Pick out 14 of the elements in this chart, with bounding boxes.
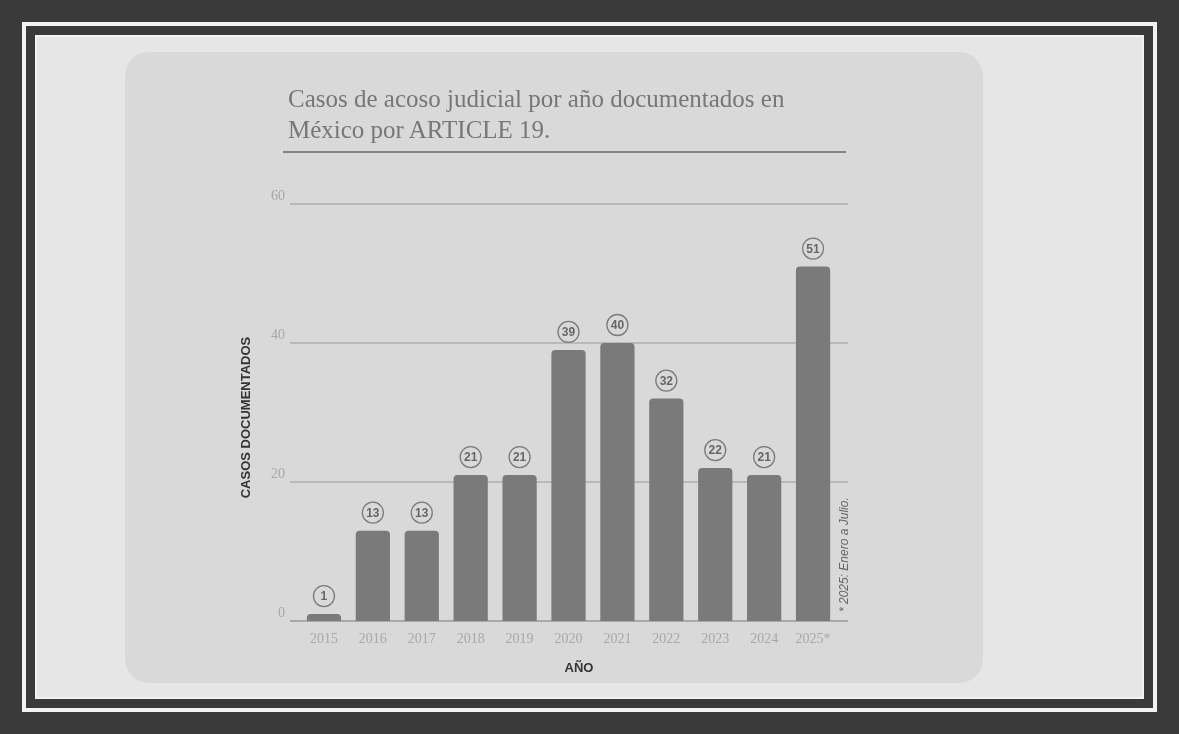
data-label: 40 [610, 318, 625, 333]
x-axis-title: AÑO [564, 660, 594, 675]
data-label: 13 [366, 505, 380, 520]
chart-title: Casos de acoso judicial por año documentados en México por ARTICLE 19. [288, 85, 785, 143]
data-label: 22 [708, 443, 723, 458]
data-label: 39 [561, 325, 576, 340]
data-label: 51 [806, 241, 821, 256]
data-label: 1 [320, 589, 328, 604]
data-label: 21 [512, 450, 527, 465]
data-label: 21 [757, 450, 772, 465]
y-axis-title: CASOS DOCUMENTADOS [238, 336, 253, 499]
data-label: 13 [415, 505, 429, 520]
data-label: 21 [464, 450, 478, 465]
annotation: * 2025: Enero a Julio. [837, 497, 851, 612]
